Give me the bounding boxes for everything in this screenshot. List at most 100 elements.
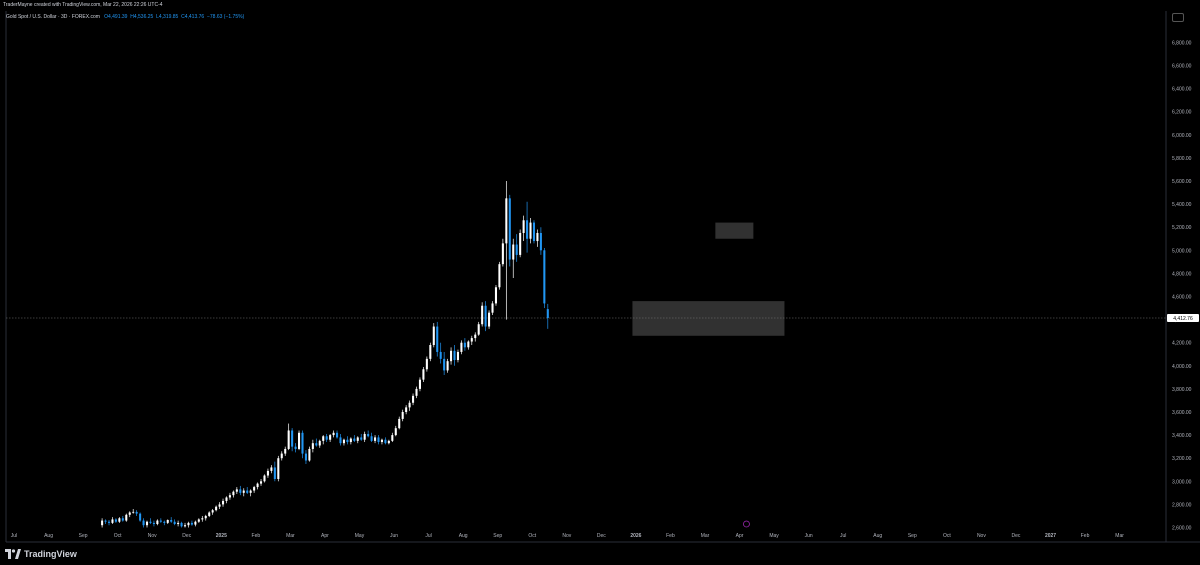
candle-body: [439, 351, 442, 359]
candle-body: [367, 433, 370, 437]
tradingview-logo-icon: [5, 549, 21, 559]
y-tick-label: 4,000.00: [1172, 364, 1192, 370]
x-tick-label: Aug: [873, 533, 882, 539]
x-tick-label: Sep: [908, 533, 917, 539]
candle-body: [494, 287, 498, 304]
zone-box: [715, 222, 754, 239]
candle-body: [446, 361, 449, 371]
candle-body: [329, 435, 332, 440]
candle-body: [374, 437, 377, 441]
chart-settings-button[interactable]: [1172, 13, 1184, 22]
candle-body: [228, 495, 231, 498]
candle-body: [111, 519, 114, 523]
candle-body: [474, 334, 477, 339]
candle-body: [201, 518, 204, 520]
candle-body: [266, 470, 269, 476]
candle-body: [152, 522, 155, 525]
candle-body: [135, 511, 138, 514]
candle-body: [360, 437, 363, 440]
x-tick-label: 2025: [216, 533, 227, 539]
candle-body: [118, 518, 121, 522]
candle-body: [301, 432, 304, 454]
candle-body: [453, 350, 456, 361]
x-tick-label: Mar: [286, 533, 295, 539]
y-tick-label: 6,800.00: [1172, 40, 1192, 46]
candle-body: [308, 448, 311, 461]
x-tick-label: Feb: [666, 533, 675, 539]
candle-body: [128, 512, 131, 515]
y-tick-label: 5,000.00: [1172, 248, 1192, 254]
candle-body: [315, 443, 318, 446]
y-tick-label: 5,200.00: [1172, 225, 1192, 231]
candle-body: [121, 518, 124, 521]
candle-body: [208, 512, 211, 516]
candle-body: [170, 519, 173, 522]
symbol-legend[interactable]: Gold Spot / U.S. Dollar · 3D · FOREX.com…: [6, 12, 244, 22]
candle-body: [163, 521, 166, 523]
candle-body: [107, 521, 111, 523]
y-tick-label: 3,400.00: [1172, 433, 1192, 439]
candle-body: [543, 250, 546, 304]
last-price-label: 4,412.76: [1173, 316, 1193, 322]
candle-body: [429, 345, 432, 359]
candle-body: [142, 520, 145, 526]
candle-body: [401, 412, 404, 419]
candle-body: [384, 439, 387, 444]
candle-body: [246, 490, 249, 493]
candle-body: [415, 388, 418, 396]
y-tick-label: 3,600.00: [1172, 410, 1192, 416]
attribution-bar: TraderMayne created with TradingView.com…: [0, 0, 1200, 11]
candle-body: [418, 379, 421, 389]
candle-body: [353, 438, 356, 441]
x-tick-label: Dec: [182, 533, 191, 539]
candle-body: [114, 519, 117, 522]
candle-body: [336, 432, 339, 438]
candle-body: [294, 446, 297, 449]
candle-body: [232, 491, 235, 496]
x-tick-label: Dec: [597, 533, 606, 539]
candle-body: [166, 519, 169, 523]
y-tick-label: 5,800.00: [1172, 156, 1192, 162]
y-tick-label: 3,000.00: [1172, 479, 1192, 485]
candle-body: [190, 522, 193, 525]
candle-body: [539, 232, 542, 251]
x-tick-label: Apr: [321, 533, 329, 539]
x-tick-label: Sep: [79, 533, 88, 539]
candle-body: [318, 440, 321, 446]
tradingview-logo[interactable]: TradingView: [5, 547, 77, 561]
candle-body: [532, 222, 536, 242]
candle-body: [380, 439, 383, 443]
candle-body: [218, 504, 221, 507]
candle-body: [467, 341, 470, 348]
candle-body: [325, 436, 328, 440]
candle-body: [443, 358, 446, 371]
ohlc-close: C4,413.76: [181, 14, 205, 20]
candle-body: [145, 521, 149, 526]
candle-body: [425, 358, 428, 370]
x-tick-label: May: [769, 533, 779, 539]
candle-body: [194, 521, 197, 525]
candle-body: [346, 439, 349, 443]
candle-body: [149, 521, 152, 523]
x-tick-label: Oct: [943, 533, 951, 539]
candle-body: [277, 458, 280, 479]
x-tick-label: Oct: [114, 533, 122, 539]
tradingview-wordmark: TradingView: [24, 549, 77, 559]
candle-body: [408, 402, 411, 408]
candle-body: [412, 395, 415, 403]
candle-body: [132, 511, 135, 513]
x-tick-label: Jul: [840, 533, 846, 539]
symbol-title: Gold Spot / U.S. Dollar · 3D · FOREX.com: [6, 14, 100, 20]
candle-body: [387, 440, 390, 444]
candle-body: [284, 448, 287, 454]
y-tick-label: 4,200.00: [1172, 341, 1192, 347]
x-tick-label: Mar: [701, 533, 710, 539]
candle-body: [287, 430, 290, 449]
ohlc-change: −78.63 (−1.75%): [206, 14, 245, 20]
x-tick-label: Mar: [1115, 533, 1124, 539]
zone-box: [632, 301, 785, 336]
candle-body: [139, 513, 142, 521]
candle-body: [522, 220, 525, 233]
